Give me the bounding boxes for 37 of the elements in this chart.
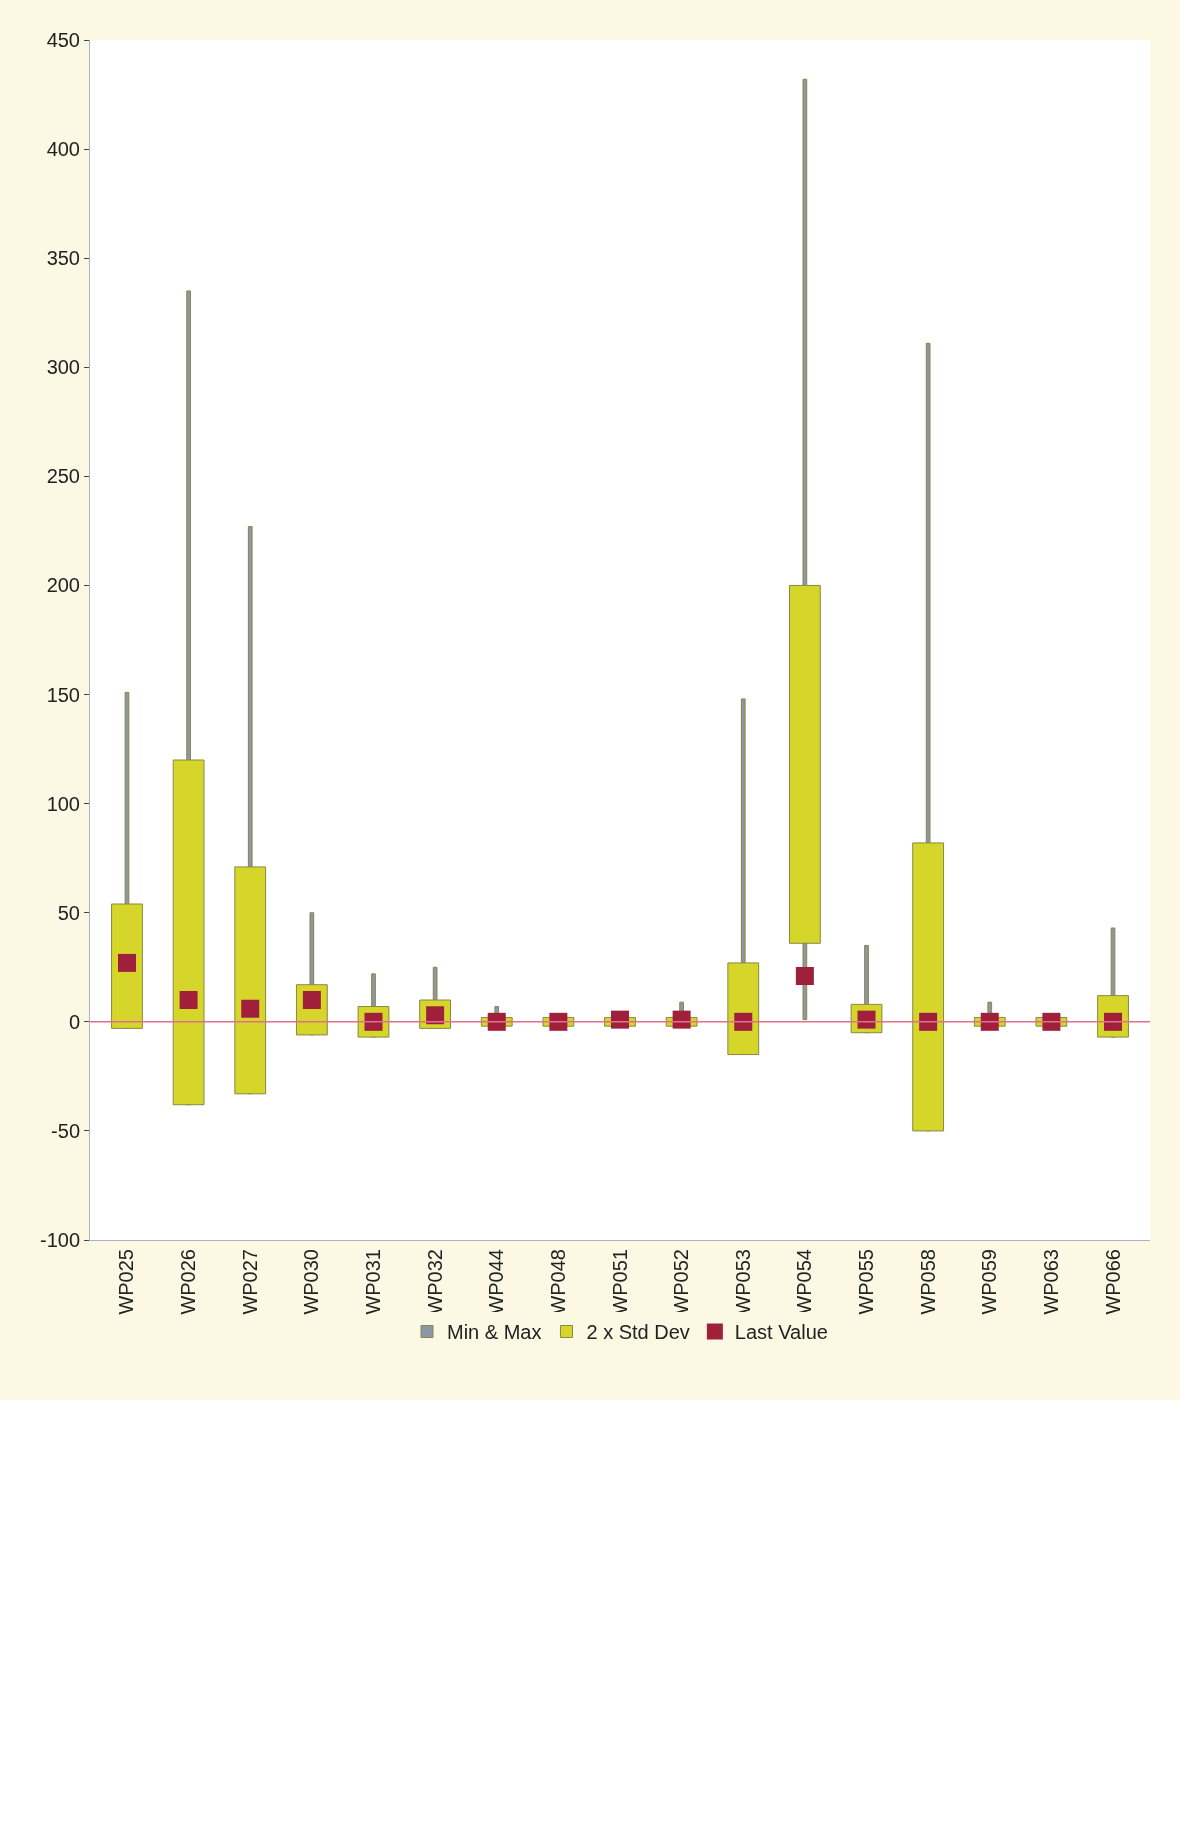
y-tick-label: 100 [46, 792, 80, 815]
x-tick-label: WP059 [978, 1249, 1001, 1315]
legend-label: 2 x Std Dev [586, 1321, 690, 1344]
y-tick-label: 0 [68, 1010, 80, 1033]
point [795, 967, 814, 985]
y-tick-label: -100 [39, 1229, 80, 1251]
x-tick-label: WP054 [793, 1249, 816, 1315]
x-tick-label: WP032 [423, 1249, 446, 1315]
y-tick-label: 200 [46, 574, 80, 597]
x-tick-label: WP025 [115, 1249, 138, 1315]
point [179, 991, 198, 1009]
x-tick-label: WP051 [608, 1249, 631, 1315]
x-tick-label: WP058 [916, 1249, 939, 1315]
y-tick-label: 300 [46, 356, 80, 379]
x-tick-label: WP052 [670, 1249, 693, 1315]
legend-label: Min & Max [447, 1321, 542, 1344]
x-tick-label: WP048 [546, 1249, 569, 1315]
y-tick-label: 250 [46, 465, 80, 488]
x-tick-label: WP055 [855, 1249, 878, 1315]
x-tick-label: WP044 [485, 1249, 508, 1315]
y-tick-label: 350 [46, 247, 80, 270]
x-tick-label: WP026 [177, 1249, 200, 1315]
legend-label: Last Value [734, 1321, 828, 1344]
point [302, 991, 321, 1009]
x-tick-label: WP031 [361, 1249, 384, 1315]
x-tick-label: WP027 [238, 1249, 261, 1315]
x-tick-label: WP063 [1039, 1249, 1062, 1315]
y-tick-label: 450 [46, 29, 80, 51]
point [241, 999, 260, 1018]
y-tick-label: -50 [51, 1119, 80, 1142]
x-tick-label: WP053 [731, 1249, 754, 1315]
y-tick-label: 400 [46, 138, 80, 161]
x-tick-label: WP066 [1101, 1249, 1124, 1315]
y-tick-label: 150 [46, 683, 80, 706]
point [117, 953, 136, 972]
x-tick-label: WP030 [300, 1249, 323, 1315]
y-tick-label: 50 [57, 901, 80, 924]
